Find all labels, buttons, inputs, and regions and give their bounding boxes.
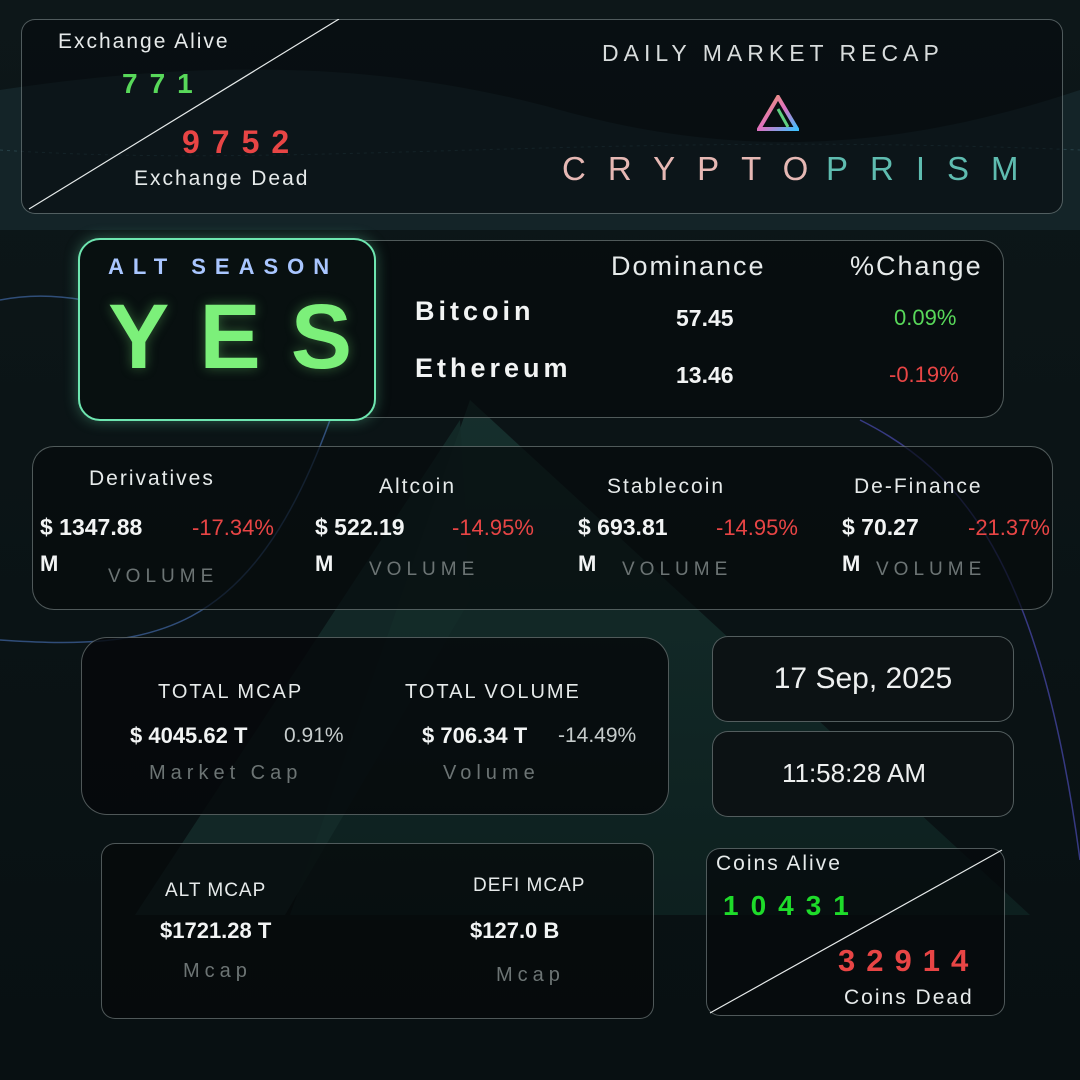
volume-derivatives-name: Derivatives [89,467,215,490]
exchange-dead-value: 9752 [182,124,302,160]
volume-panel [32,446,1053,610]
volume-altcoin-name: Altcoin [379,475,457,498]
volume-derivatives-change: -17.34% [192,515,274,540]
total-mcap-value: $ 4045.62 T [130,723,248,748]
exchange-alive-value: 771 [122,68,205,99]
date-card [712,636,1014,722]
volume-stablecoin-value: $ 693.81 [578,514,668,540]
alt-mcap-label: ALT MCAP [165,880,267,901]
volume-definance-unit: M [842,551,861,576]
coins-alive-label: Coins Alive [716,852,842,875]
dominance-header: Dominance [611,251,766,281]
volume-definance-value: $ 70.27 [842,514,919,540]
recap-title: DAILY MARKET RECAP [602,40,944,66]
total-mcap-change: 0.91% [284,724,344,747]
coins-divider-line [709,849,1003,1014]
dominance-row-bitcoin-change: 0.09% [894,305,957,330]
alt-mcap-caption: Mcap [183,960,252,982]
total-volume-label: TOTAL VOLUME [405,681,581,703]
defi-mcap-label: DEFI MCAP [473,875,586,896]
alt-season-label: ALT SEASON [108,254,339,279]
brand-crypto: CRYPTO [562,150,831,187]
totals-panel [81,637,669,815]
defi-mcap-value: $127.0 B [470,918,560,943]
header-panel [21,19,1063,214]
dominance-row-ethereum-value: 13.46 [676,362,734,388]
total-mcap-label: TOTAL MCAP [158,681,304,703]
exchange-alive-label: Exchange Alive [58,30,230,53]
volume-definance-name: De-Finance [854,475,983,498]
volume-derivatives-value: $ 1347.88 [40,514,143,540]
total-volume-caption: Volume [443,762,540,784]
volume-stablecoin-name: Stablecoin [607,475,726,498]
exchange-divider-line [28,19,340,210]
coins-dead-label: Coins Dead [844,986,974,1009]
volume-altcoin-caption: VOLUME [369,559,480,580]
volume-definance-caption: VOLUME [876,559,987,580]
coins-dead-value: 32914 [838,943,980,978]
total-volume-change: -14.49% [558,724,637,747]
exchange-dead-label: Exchange Dead [134,167,310,190]
time-card [712,731,1014,817]
volume-derivatives-unit: M [40,551,59,576]
prism-triangle-icon [757,95,799,131]
total-volume-value: $ 706.34 T [422,723,528,748]
volume-definance-change: -21.37% [968,515,1050,540]
dominance-row-bitcoin-value: 57.45 [676,305,734,331]
date-value: 17 Sep, 2025 [773,662,953,695]
volume-altcoin-change: -14.95% [452,515,534,540]
dominance-row-ethereum-change: -0.19% [889,362,959,387]
alt-defi-panel [101,843,654,1019]
dominance-row-ethereum-name: Ethereum [415,353,572,383]
dominance-row-bitcoin-name: Bitcoin [415,296,535,326]
change-header: %Change [850,251,983,281]
brand-prism: PRISM [826,150,1041,187]
volume-stablecoin-unit: M [578,551,597,576]
alt-season-value: YES [108,286,383,388]
volume-stablecoin-caption: VOLUME [622,559,733,580]
alt-season-card [78,238,376,421]
volume-altcoin-unit: M [315,551,334,576]
alt-mcap-value: $1721.28 T [160,918,272,943]
total-mcap-caption: Market Cap [149,762,303,784]
volume-altcoin-value: $ 522.19 [315,514,405,540]
defi-mcap-caption: Mcap [496,964,565,986]
volume-stablecoin-change: -14.95% [716,515,798,540]
time-value: 11:58:28 AM [781,758,927,788]
dominance-panel [270,240,1004,418]
coins-alive-value: 10431 [723,890,861,921]
volume-derivatives-caption: VOLUME [108,566,219,587]
